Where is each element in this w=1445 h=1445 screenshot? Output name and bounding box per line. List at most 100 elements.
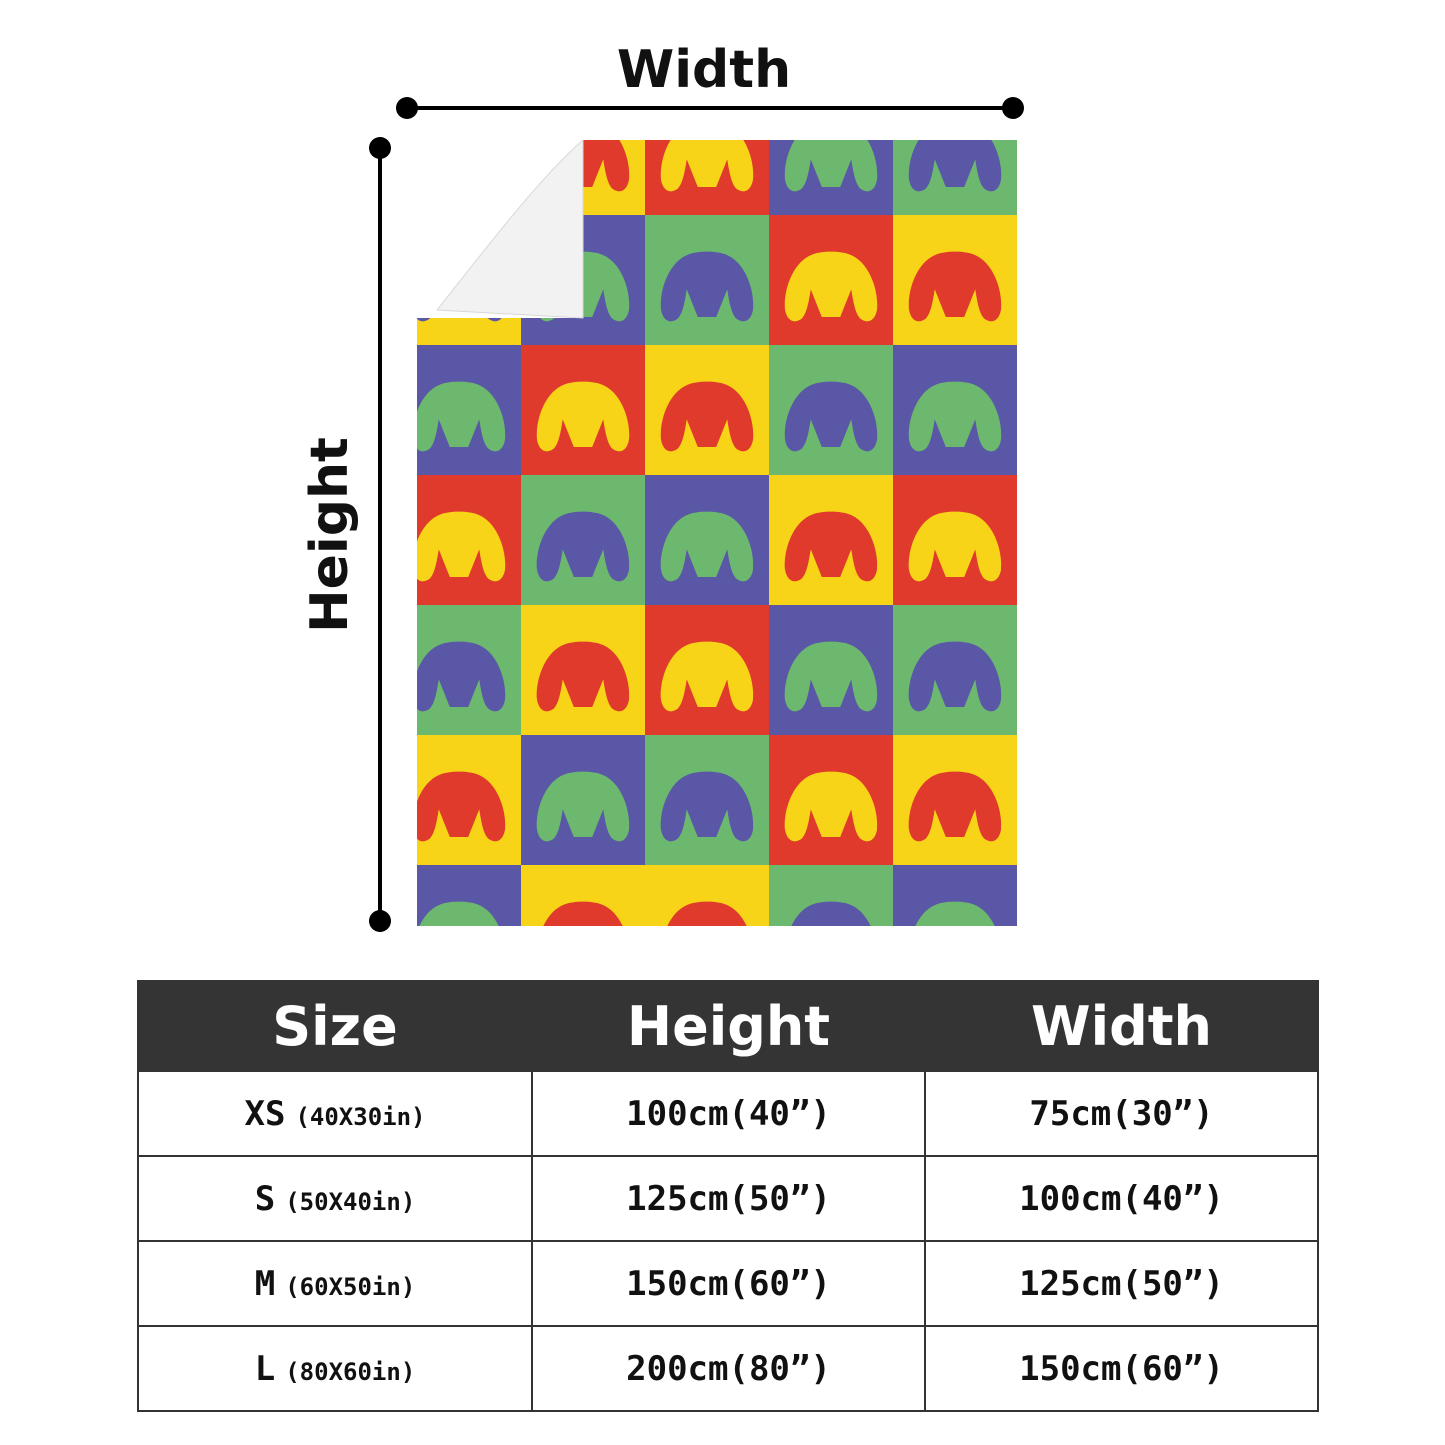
header-width: Width xyxy=(924,980,1319,1072)
blanket-tile xyxy=(521,735,646,866)
blanket-tile xyxy=(893,140,1017,216)
blanket-tile xyxy=(769,215,894,346)
dog-head-silhouette-icon xyxy=(784,511,878,582)
dog-head-silhouette-icon xyxy=(784,140,878,192)
dog-head-silhouette-icon xyxy=(536,381,630,452)
dog-head-silhouette-icon xyxy=(660,771,754,842)
dog-head-silhouette-icon xyxy=(908,641,1002,712)
dog-head-silhouette-icon xyxy=(660,511,754,582)
blanket-tile xyxy=(893,865,1017,926)
table-row-m: M (60X50in) 150cm(60”) 125cm(50”) xyxy=(137,1240,1319,1327)
size-cell: S (50X40in) xyxy=(137,1155,533,1242)
blanket-tile xyxy=(645,605,770,736)
blanket-tile xyxy=(417,345,522,476)
blanket-tile xyxy=(893,475,1017,606)
size-chart-table: Size Height Width XS (40X30in) 100cm(40”)… xyxy=(137,980,1319,1412)
size-code: L xyxy=(254,1348,276,1389)
blanket-tile xyxy=(645,475,770,606)
blanket-tile xyxy=(769,475,894,606)
dog-head-silhouette-icon xyxy=(660,381,754,452)
dog-head-silhouette-icon xyxy=(543,901,623,926)
width-cell: 125cm(50”) xyxy=(924,1240,1319,1327)
blanket-tile xyxy=(769,140,894,216)
dog-head-silhouette-icon xyxy=(419,901,499,926)
blanket-tile xyxy=(893,605,1017,736)
blanket-tile xyxy=(645,140,770,216)
dog-head-silhouette-icon xyxy=(417,381,506,452)
blanket-tile xyxy=(521,865,646,926)
width-cell: 100cm(40”) xyxy=(924,1155,1319,1242)
width-line-start-dot xyxy=(396,97,418,119)
height-cell: 150cm(60”) xyxy=(531,1240,926,1327)
table-row-l: L (80X60in) 200cm(80”) 150cm(60”) xyxy=(137,1325,1319,1412)
blanket-tile xyxy=(417,865,522,926)
dog-head-silhouette-icon xyxy=(908,381,1002,452)
size-inches: (40X30in) xyxy=(295,1102,426,1131)
blanket-tile xyxy=(521,345,646,476)
dog-head-silhouette-icon xyxy=(417,641,506,712)
dog-head-silhouette-icon xyxy=(667,901,747,926)
height-dimension-label: Height xyxy=(300,437,360,633)
width-cell: 150cm(60”) xyxy=(924,1325,1319,1412)
dog-head-silhouette-icon xyxy=(417,771,506,842)
blanket-tile xyxy=(769,345,894,476)
dog-head-silhouette-icon xyxy=(660,641,754,712)
size-cell: L (80X60in) xyxy=(137,1325,533,1412)
dog-head-silhouette-icon xyxy=(791,901,871,926)
width-dimension-line xyxy=(406,106,1014,110)
height-dimension-line xyxy=(378,148,382,920)
dog-head-silhouette-icon xyxy=(536,771,630,842)
blanket-pattern xyxy=(417,140,1017,926)
dog-head-silhouette-icon xyxy=(784,251,878,322)
size-inches: (80X60in) xyxy=(285,1357,416,1386)
height-line-end-dot xyxy=(369,910,391,932)
blanket-tile xyxy=(893,215,1017,346)
size-cell: M (60X50in) xyxy=(137,1240,533,1327)
blanket-tile xyxy=(645,345,770,476)
height-line-start-dot xyxy=(369,137,391,159)
dog-head-silhouette-icon xyxy=(784,641,878,712)
blanket-tile xyxy=(769,865,894,926)
dog-head-silhouette-icon xyxy=(784,771,878,842)
size-cell: XS (40X30in) xyxy=(137,1070,533,1157)
blanket-tile xyxy=(417,735,522,866)
size-code: XS xyxy=(244,1093,286,1134)
dog-head-silhouette-icon xyxy=(417,511,506,582)
blanket-tile xyxy=(893,735,1017,866)
blanket-tile xyxy=(645,215,770,346)
dog-head-silhouette-icon xyxy=(660,251,754,322)
width-line-end-dot xyxy=(1002,97,1024,119)
width-cell: 75cm(30”) xyxy=(924,1070,1319,1157)
blanket-tile xyxy=(645,865,770,926)
size-code: S xyxy=(254,1178,276,1219)
dog-head-silhouette-icon xyxy=(536,511,630,582)
dog-head-silhouette-icon xyxy=(536,641,630,712)
blanket-tile xyxy=(417,605,522,736)
blanket-tile xyxy=(417,475,522,606)
size-inches: (60X50in) xyxy=(285,1272,416,1301)
dog-head-silhouette-icon xyxy=(908,771,1002,842)
blanket-tile xyxy=(769,735,894,866)
dog-head-silhouette-icon xyxy=(908,251,1002,322)
dog-head-silhouette-icon xyxy=(908,140,1002,192)
height-cell: 100cm(40”) xyxy=(531,1070,926,1157)
size-inches: (50X40in) xyxy=(285,1187,416,1216)
blanket-tile xyxy=(645,735,770,866)
blanket-tile xyxy=(769,605,894,736)
blanket-tile xyxy=(893,345,1017,476)
dog-head-silhouette-icon xyxy=(660,140,754,192)
height-cell: 200cm(80”) xyxy=(531,1325,926,1412)
width-dimension-label: Width xyxy=(616,40,792,100)
table-row-s: S (50X40in) 125cm(50”) 100cm(40”) xyxy=(137,1155,1319,1242)
folded-corner-flap xyxy=(436,140,584,319)
header-height: Height xyxy=(531,980,926,1072)
table-row-xs: XS (40X30in) 100cm(40”) 75cm(30”) xyxy=(137,1070,1319,1157)
table-header-row: Size Height Width xyxy=(137,980,1319,1072)
dog-head-silhouette-icon xyxy=(784,381,878,452)
header-size: Size xyxy=(137,980,533,1072)
dog-head-silhouette-icon xyxy=(908,511,1002,582)
blanket-tile xyxy=(521,475,646,606)
size-code: M xyxy=(254,1263,276,1304)
blanket-preview xyxy=(417,140,1017,926)
height-cell: 125cm(50”) xyxy=(531,1155,926,1242)
